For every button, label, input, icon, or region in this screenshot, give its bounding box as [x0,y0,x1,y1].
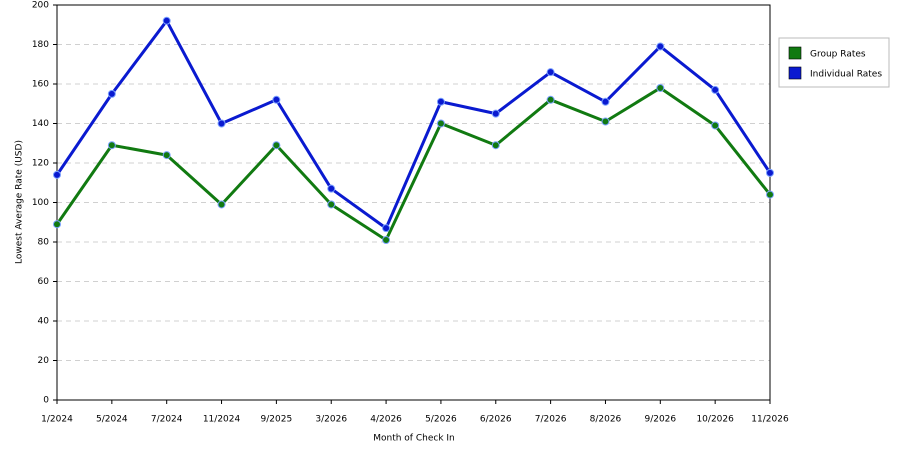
data-point [162,151,171,160]
data-point [327,200,336,209]
data-point [601,97,610,106]
x-tick-label: 7/2024 [151,415,183,425]
data-point [53,170,61,179]
y-tick-label: 120 [32,159,49,169]
data-point [491,141,500,150]
data-point [382,236,391,245]
x-tick-label: 9/2025 [261,415,293,425]
y-tick-label: 40 [38,317,50,327]
data-point [656,83,665,92]
plot-frame [56,4,771,401]
y-tick-label: 0 [43,396,49,406]
data-point [53,220,61,229]
data-point [217,119,226,128]
series-line [55,86,772,242]
y-tick-label: 80 [38,238,50,248]
data-point [272,141,281,150]
data-point [491,109,500,118]
data-point [436,97,445,106]
x-tick-label: 5/2024 [96,415,128,425]
y-tick-label: 160 [32,80,49,90]
data-point [107,141,116,150]
y-axis-label: Lowest Average Rate (USD) [15,140,25,264]
x-tick-label: 3/2026 [315,415,347,425]
x-tick-label: 9/2026 [644,415,676,425]
data-point [436,119,445,128]
data-point [272,95,281,104]
series-line [55,19,772,230]
x-tick-label: 11/2024 [203,415,241,425]
data-point [601,117,610,126]
data-point [327,184,336,193]
data-point [766,190,774,199]
data-point [766,168,774,177]
legend-label: Individual Rates [810,70,882,80]
x-tick-label: 10/2026 [696,415,734,425]
x-tick-label: 5/2026 [425,415,457,425]
legend-box [778,37,890,88]
legend-label: Group Rates [810,50,866,60]
y-tick-label: 100 [32,198,49,208]
y-tick-label: 20 [38,356,50,366]
x-tick-label: 1/2024 [41,415,73,425]
data-point [546,95,555,104]
legend-swatch [788,66,802,80]
data-point [382,224,391,233]
data-point [711,121,720,130]
data-point [162,16,171,25]
data-point [217,200,226,209]
data-point [656,42,665,51]
y-tick-label: 180 [32,40,49,50]
data-point [711,85,720,94]
y-tick-label: 140 [32,119,49,129]
legend-swatch [788,46,802,60]
x-tick-label: 8/2026 [590,415,622,425]
y-tick-label: 200 [32,1,49,11]
y-tick-label: 60 [38,277,50,287]
data-point [107,89,116,98]
x-tick-label: 11/2026 [751,415,789,425]
x-tick-label: 7/2026 [535,415,567,425]
x-tick-label: 4/2026 [370,415,402,425]
x-axis-label: Month of Check In [373,434,455,444]
x-tick-label: 6/2026 [480,415,512,425]
data-point [546,68,555,77]
